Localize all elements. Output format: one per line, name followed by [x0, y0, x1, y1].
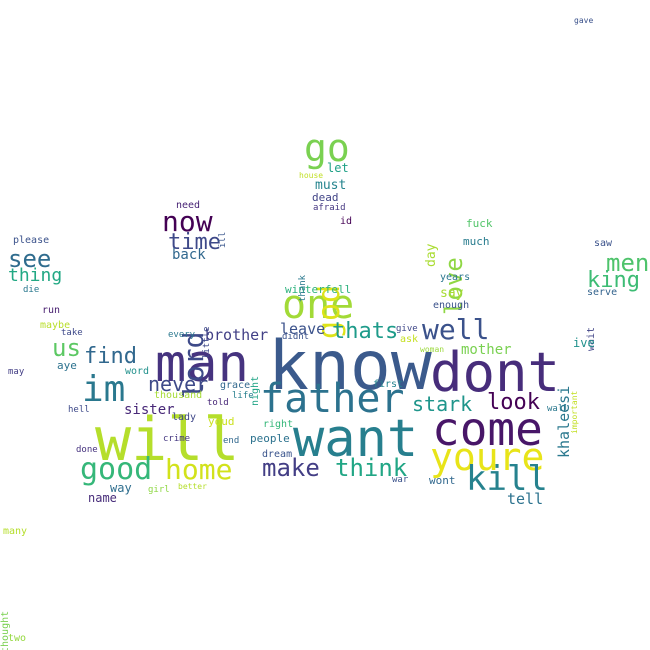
- word-one: one: [282, 282, 355, 328]
- word-us: us: [52, 334, 81, 362]
- word-first: first: [373, 379, 404, 390]
- word-saw: saw: [594, 238, 613, 249]
- word-told: told: [207, 398, 229, 408]
- word-thats: thats: [332, 319, 399, 344]
- word-every: every: [168, 330, 196, 340]
- word-im: im: [82, 369, 126, 410]
- word-gave: gave: [574, 16, 594, 25]
- word-aye: aye: [57, 359, 77, 372]
- word-need: need: [176, 200, 201, 211]
- word-people: people: [250, 432, 290, 445]
- word-look: look: [487, 390, 540, 415]
- word-life: life: [232, 391, 254, 401]
- word-dont: dont: [430, 341, 561, 404]
- word-day: day: [424, 243, 439, 268]
- word-way: way: [110, 481, 132, 495]
- word-ill: ill: [218, 231, 228, 249]
- word-two: two: [8, 633, 27, 644]
- word-find: find: [84, 344, 137, 369]
- word-afraid: afraid: [313, 203, 346, 213]
- word-thousand: thousand: [154, 390, 203, 401]
- word-dead: dead: [312, 191, 339, 204]
- word-better: better: [178, 482, 207, 491]
- word-want: want: [293, 409, 419, 469]
- word-done: done: [76, 445, 98, 455]
- word-run: run: [42, 305, 61, 316]
- word-war: war: [392, 475, 409, 485]
- word-will: will: [95, 405, 240, 475]
- word-let: let: [327, 161, 349, 175]
- word-take: take: [61, 328, 83, 338]
- word-die: die: [23, 285, 40, 295]
- word-youre: youre: [430, 435, 545, 479]
- word-name: name: [88, 491, 117, 505]
- word-enough: enough: [433, 300, 470, 311]
- word-word: word: [125, 366, 150, 377]
- word-never: never: [148, 372, 209, 396]
- word-thought: thought: [0, 610, 11, 650]
- word-house: house: [299, 171, 324, 180]
- word-stark: stark: [412, 392, 473, 416]
- word-men: men: [606, 249, 650, 277]
- word-kill: kill: [466, 459, 548, 499]
- word-lady: lady: [172, 412, 197, 423]
- word-thank: thank: [298, 274, 308, 302]
- word-know: know: [268, 327, 432, 406]
- word-home: home: [165, 453, 233, 486]
- word-little: little: [202, 326, 212, 360]
- word-sister: sister: [124, 402, 175, 418]
- word-end: end: [223, 436, 240, 446]
- word-crime: crime: [163, 434, 191, 444]
- word-man: man: [155, 334, 249, 394]
- word-time: time: [168, 230, 221, 255]
- word-many: many: [3, 526, 28, 537]
- word-please: please: [13, 235, 50, 246]
- word-id: id: [340, 216, 353, 227]
- word-leave: leave: [280, 320, 326, 338]
- word-may: may: [8, 367, 25, 377]
- word-night: night: [250, 375, 261, 406]
- word-maybe: maybe: [40, 320, 71, 331]
- word-important: important: [570, 390, 579, 435]
- word-dream: dream: [262, 449, 293, 460]
- word-now: now: [162, 205, 213, 238]
- word-think: think: [335, 454, 408, 482]
- word-years: years: [440, 272, 471, 283]
- word-youd: youd: [208, 415, 235, 428]
- word-good: good: [80, 452, 153, 487]
- word-give: give: [396, 324, 418, 334]
- word-winterfell: winterfell: [285, 283, 352, 296]
- word-come: come: [432, 402, 543, 456]
- word-tell: tell: [507, 490, 544, 508]
- word-serve: serve: [587, 287, 618, 298]
- word-well: well: [422, 313, 490, 346]
- word-grace: grace: [220, 380, 251, 391]
- word-back: back: [172, 247, 206, 263]
- word-hell: hell: [68, 405, 90, 415]
- word-girl: girl: [148, 485, 170, 495]
- word-go: go: [304, 126, 350, 170]
- word-woman: woman: [420, 345, 445, 354]
- word-wall: wall: [547, 404, 569, 414]
- word-ive: ive: [573, 336, 595, 350]
- word-make: make: [262, 454, 320, 482]
- word-much: much: [463, 235, 490, 248]
- word-must: must: [315, 178, 347, 193]
- word-see: see: [8, 245, 52, 273]
- word-brother: brother: [205, 326, 269, 344]
- word-wont: wont: [429, 474, 456, 487]
- word-mother: mother: [461, 342, 512, 358]
- word-right: right: [263, 419, 294, 430]
- word-father: father: [260, 376, 405, 422]
- word-didnt: didnt: [282, 332, 310, 342]
- word-king: king: [587, 268, 640, 293]
- word-say: say: [440, 286, 464, 301]
- word-fuck: fuck: [466, 217, 493, 230]
- word-ask: ask: [400, 334, 419, 345]
- word-thing: thing: [8, 265, 63, 286]
